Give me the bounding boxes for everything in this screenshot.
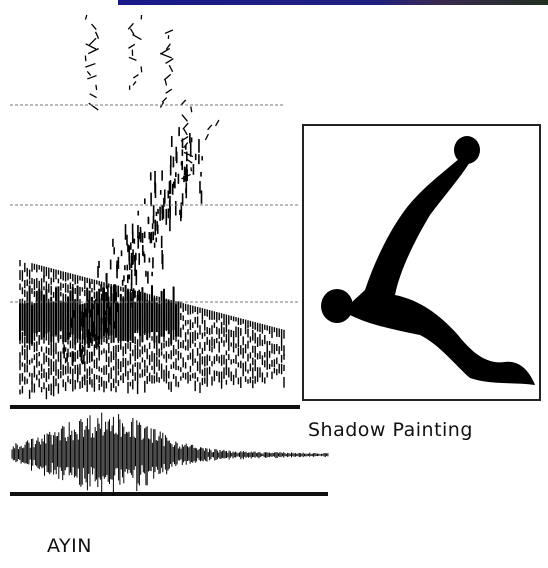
stroke	[164, 29, 174, 35]
stroke	[165, 43, 171, 50]
stroke	[159, 52, 173, 59]
caption: Shadow Painting	[308, 419, 473, 441]
stroke	[85, 62, 96, 68]
stroke	[183, 128, 188, 136]
stroke	[128, 56, 137, 62]
stroke	[190, 167, 193, 172]
stroke	[87, 48, 99, 55]
stroke	[87, 74, 97, 80]
stroke	[84, 14, 88, 20]
stroke	[181, 173, 191, 180]
stroke	[88, 102, 99, 111]
stroke	[161, 97, 168, 103]
stroke	[140, 66, 143, 73]
stroke	[129, 28, 135, 35]
stroke	[91, 23, 97, 30]
axis-bars	[10, 405, 328, 496]
stroke	[132, 33, 142, 41]
stroke	[132, 74, 139, 79]
stroke	[190, 106, 193, 113]
stroke	[183, 151, 194, 158]
stroke	[95, 84, 98, 91]
picture-frame	[302, 124, 541, 401]
stroke	[132, 81, 137, 86]
stroke	[89, 93, 97, 99]
stroke	[165, 58, 174, 65]
stroke	[88, 37, 97, 46]
stroke	[127, 22, 134, 30]
stroke	[207, 124, 213, 131]
stroke	[180, 136, 189, 142]
spectrogram	[19, 14, 285, 400]
stroke	[180, 99, 187, 106]
stroke	[168, 64, 174, 73]
stroke	[204, 133, 209, 141]
top-band	[118, 0, 548, 5]
stroke	[160, 47, 171, 55]
stroke	[163, 73, 172, 81]
stroke	[183, 142, 189, 149]
stroke	[86, 70, 92, 76]
stroke	[94, 31, 100, 39]
dashed-lines	[10, 104, 300, 303]
stroke	[181, 114, 188, 122]
stroke	[182, 122, 189, 130]
shadow-figure	[321, 136, 535, 385]
stroke	[215, 119, 220, 127]
stroke	[85, 43, 97, 50]
stroke	[186, 158, 193, 164]
title: AYIN	[47, 535, 92, 557]
stroke	[164, 79, 168, 86]
waveform	[11, 412, 329, 496]
stroke	[165, 88, 173, 94]
stroke	[128, 43, 136, 49]
